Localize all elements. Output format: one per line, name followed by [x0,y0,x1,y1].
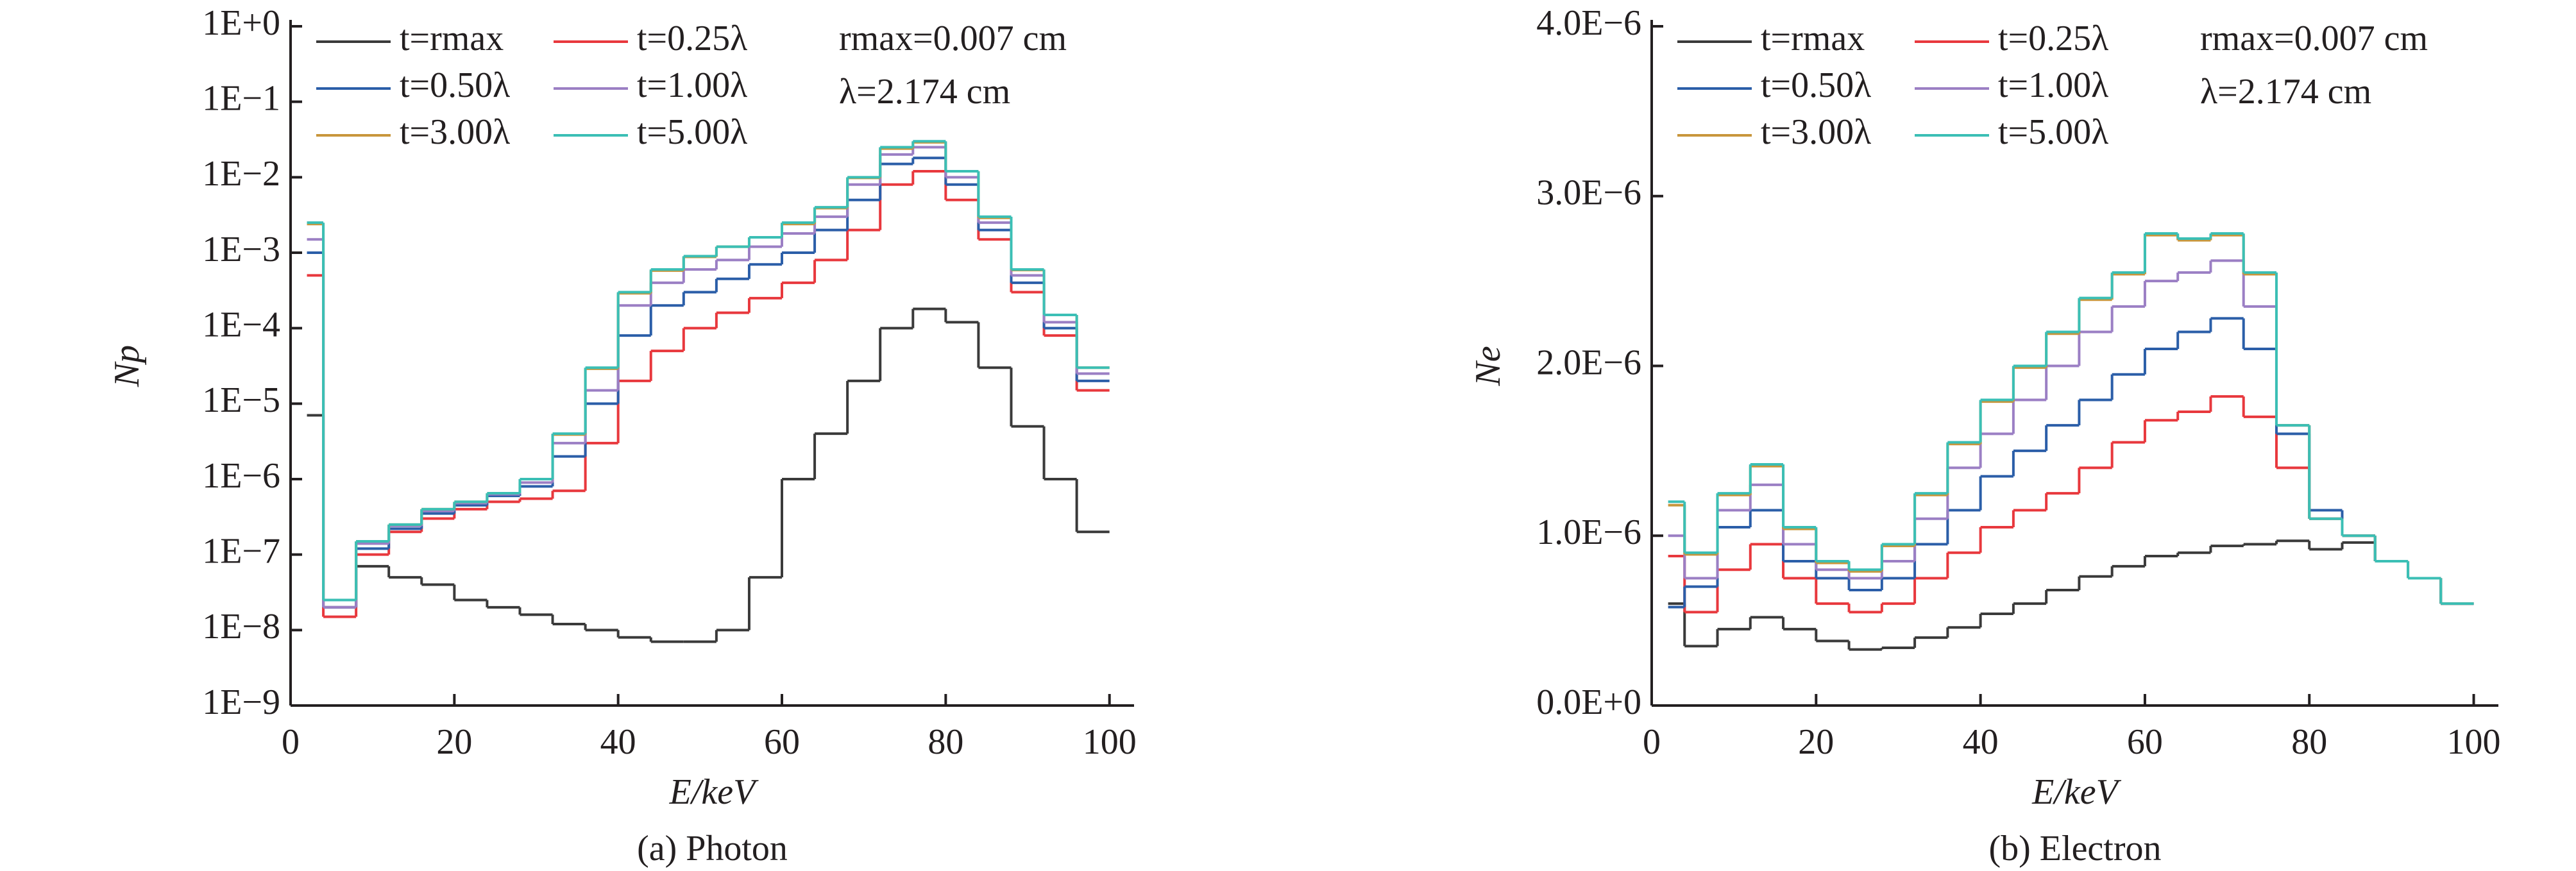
annotation: rmax=0.007 cm [839,19,1067,58]
y-axis-label: Np [107,345,147,387]
legend-label: t=0.50λ [1761,65,1871,105]
x-axis-label: E/keV [2031,772,2121,812]
annotation: rmax=0.007 cm [2200,19,2428,58]
y-tick-label: 1E−7 [202,532,280,571]
x-tick-label: 20 [436,722,472,762]
x-tick-label: 100 [1083,722,1137,762]
y-tick-label: 0.0E+0 [1536,682,1641,722]
legend-label: t=rmax [1761,19,1865,58]
y-axis-label: Ne [1468,346,1508,386]
y-tick-label: 1E+0 [202,3,280,43]
legend-label: t=3.00λ [400,112,510,152]
legend-label: t=5.00λ [637,112,747,152]
x-tick-label: 80 [928,722,963,762]
y-tick-label: 3.0E−6 [1536,173,1641,213]
legend-label: t=0.50λ [400,65,510,105]
y-tick-label: 1E−5 [202,380,280,420]
caption: (b) Electron [1989,829,2162,868]
x-tick-label: 80 [2291,722,2327,762]
x-tick-label: 100 [2447,722,2501,762]
caption: (a) Photon [637,829,788,868]
y-tick-label: 1E−9 [202,682,280,722]
x-tick-label: 40 [600,722,636,762]
y-tick-label: 1E−3 [202,230,280,269]
legend-label: t=1.00λ [1998,65,2108,105]
legend-label: t=0.25λ [637,19,747,58]
x-tick-label: 40 [1963,722,1999,762]
annotation: λ=2.174 cm [2200,72,2371,112]
x-tick-label: 0 [1643,722,1661,762]
x-tick-label: 60 [2127,722,2163,762]
legend-label: t=rmax [400,19,504,58]
legend-label: t=3.00λ [1761,112,1871,152]
y-tick-label: 1E−1 [202,79,280,119]
y-tick-label: 1E−4 [202,305,280,345]
x-tick-label: 20 [1798,722,1834,762]
y-tick-label: 1.0E−6 [1536,512,1641,552]
y-tick-label: 1E−6 [202,456,280,496]
annotation: λ=2.174 cm [839,72,1010,112]
x-tick-label: 0 [282,722,300,762]
legend-label: t=5.00λ [1998,112,2108,152]
y-tick-label: 1E−8 [202,607,280,647]
legend-label: t=1.00λ [637,65,747,105]
y-tick-label: 4.0E−6 [1536,3,1641,43]
y-tick-label: 1E−2 [202,154,280,194]
legend-label: t=0.25λ [1998,19,2108,58]
x-axis-label: E/keV [669,772,759,812]
x-tick-label: 60 [764,722,800,762]
y-tick-label: 2.0E−6 [1536,342,1641,382]
